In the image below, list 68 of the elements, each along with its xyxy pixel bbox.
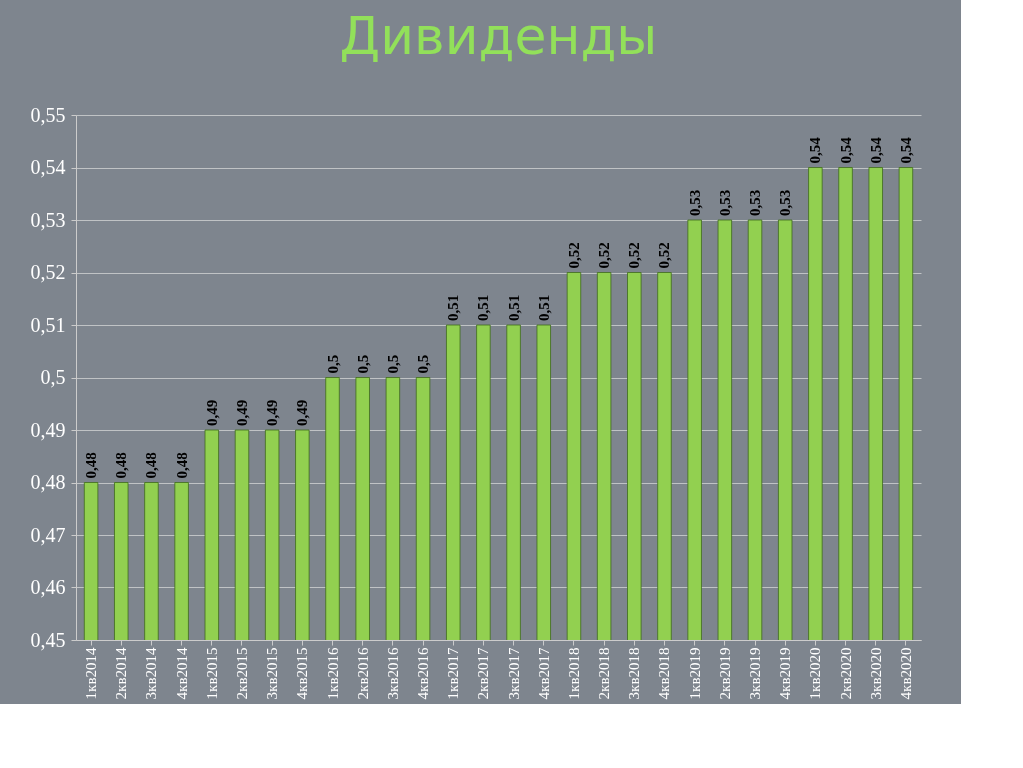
data-label: 0,51 [475,294,492,321]
data-label: 0,54 [897,136,914,164]
x-tick-label: 2кв2014 [113,647,130,700]
y-tick-label: 0,49 [30,418,66,441]
data-label: 0,52 [626,242,643,269]
y-tick-label: 0,55 [30,103,66,126]
x-tick-label: 4кв2016 [415,647,432,700]
data-label: 0,48 [143,452,160,479]
x-tick-label: 4кв2020 [897,647,914,700]
x-tick-label: 2кв2020 [837,647,854,700]
x-tick-label: 2кв2017 [475,647,492,700]
data-label: 0,48 [173,452,190,479]
x-tick-label: 3кв2014 [143,647,160,700]
data-label: 0,5 [384,354,401,374]
chart-title: Дивиденды [339,6,658,66]
data-label: 0,52 [596,242,613,269]
y-tick-label: 0,52 [30,261,66,283]
data-label: 0,52 [656,242,673,269]
data-label: 0,48 [83,452,100,479]
x-tick-label: 4кв2015 [294,647,311,700]
data-label: 0,52 [565,242,582,269]
x-tick-label: 2кв2018 [596,647,613,700]
x-tick-label: 1кв2014 [83,647,100,700]
data-label: 0,5 [415,354,432,374]
data-label: 0,53 [686,189,703,216]
x-tick-label: 2кв2015 [233,647,250,700]
x-tick-label: 4кв2017 [535,647,552,700]
data-label: 0,5 [354,354,371,374]
data-label: 0,5 [324,354,341,374]
x-tick-label: 2кв2016 [354,647,371,700]
data-label: 0,49 [264,399,281,426]
y-tick-label: 0,5 [40,366,66,388]
y-tick-label: 0,46 [30,576,66,598]
x-tick-label: 1кв2018 [565,647,582,700]
x-tick-label: 4кв2014 [173,647,190,700]
data-label: 0,54 [867,136,884,164]
y-tick-label: 0,45 [30,628,66,651]
x-tick-label: 2кв2019 [716,647,733,700]
data-label: 0,51 [445,294,462,321]
data-label: 0,53 [716,189,733,216]
x-tick-label: 4кв2019 [777,647,794,700]
data-label: 0,51 [535,294,552,321]
data-label: 0,54 [837,136,854,164]
x-tick-label: 3кв2017 [505,647,522,700]
x-tick-label: 3кв2018 [626,647,643,700]
y-tick-label: 0,54 [30,156,66,178]
x-tick-label: 3кв2015 [264,647,281,700]
data-label: 0,49 [294,399,311,426]
data-label: 0,49 [203,399,220,426]
data-label: 0,54 [807,136,824,164]
data-label: 0,53 [747,189,764,216]
data-label: 0,49 [233,399,250,426]
data-label: 0,53 [777,189,794,216]
x-tick-label: 1кв2017 [445,647,462,700]
y-tick-label: 0,51 [30,313,66,336]
data-label: 0,51 [505,294,522,321]
x-tick-label: 1кв2015 [203,647,220,700]
y-tick-label: 0,53 [30,208,66,231]
x-tick-label: 1кв2016 [324,647,341,700]
x-tick-label: 3кв2020 [867,647,884,700]
x-tick-label: 3кв2016 [384,647,401,700]
x-tick-label: 4кв2018 [656,647,673,700]
x-tick-label: 3кв2019 [747,647,764,700]
x-tick-label: 1кв2019 [686,647,703,700]
x-tick-label: 1кв2020 [807,647,824,700]
y-tick-label: 0,48 [30,471,66,493]
y-tick-label: 0,47 [30,523,66,546]
data-label: 0,48 [113,452,130,479]
